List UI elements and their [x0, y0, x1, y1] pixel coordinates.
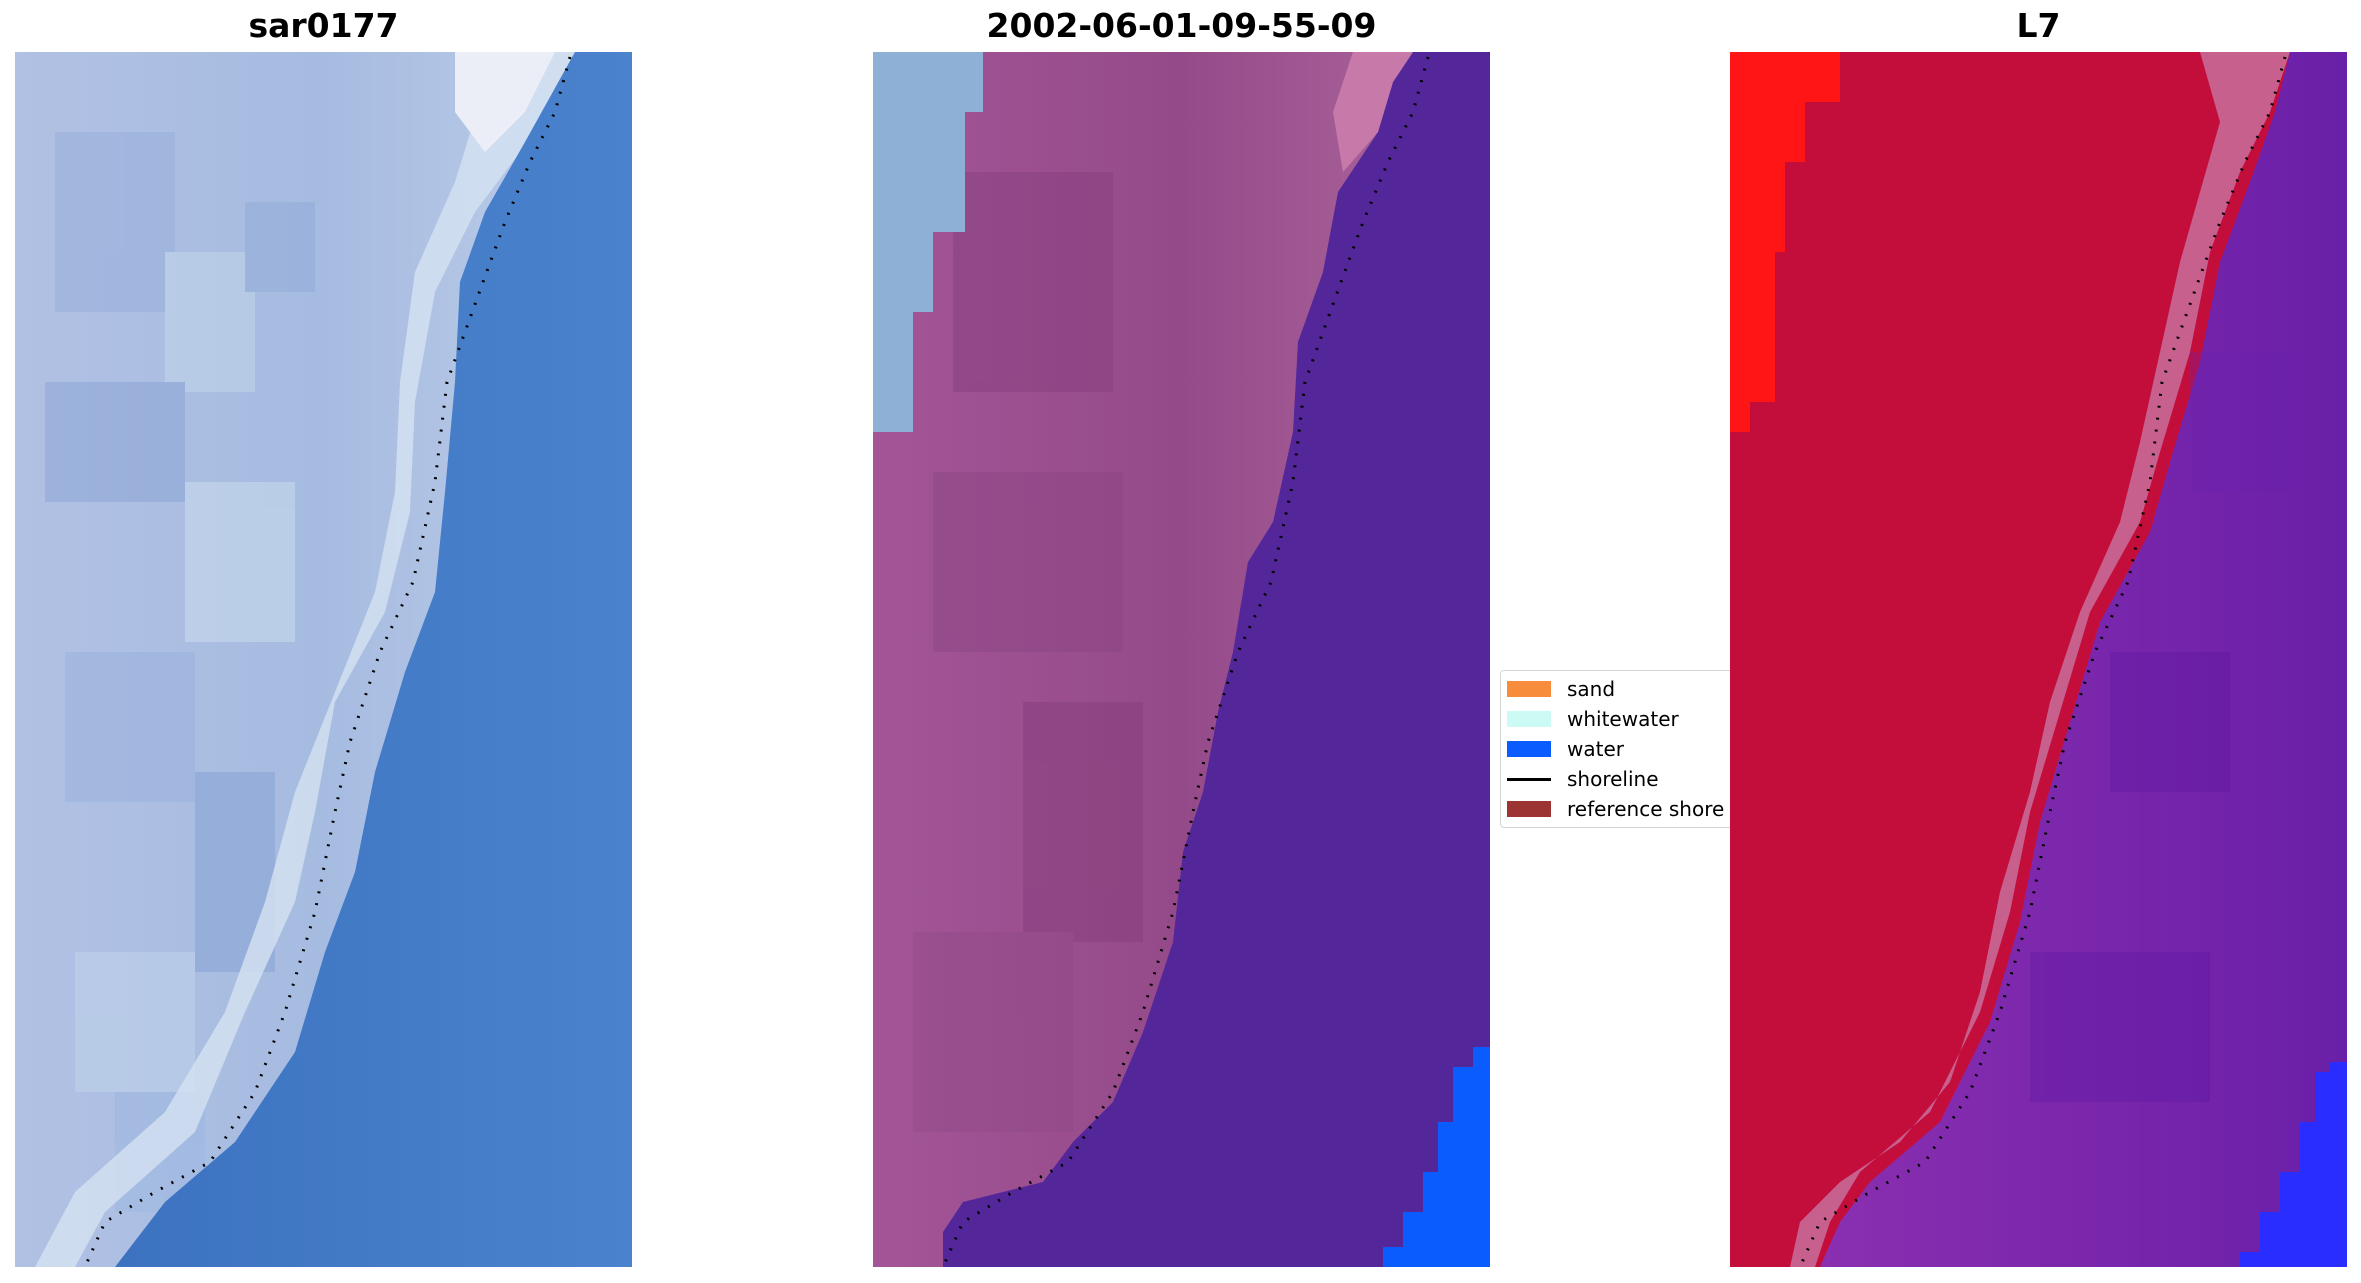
legend-label: shoreline — [1567, 767, 1659, 791]
legend-label: reference shore — [1567, 797, 1725, 821]
light-class-area — [873, 52, 983, 432]
ocean-class-area — [943, 52, 1490, 1267]
legend-label: water — [1567, 737, 1624, 761]
legend-label: sand — [1567, 677, 1616, 701]
classified-image-panel — [873, 52, 1490, 1267]
legend-item-sand: sand — [1507, 677, 1741, 701]
sand-swatch — [1507, 681, 1551, 697]
index-image — [1730, 52, 2347, 1267]
panel-title-rgb: sar0177 — [248, 6, 399, 45]
water-swatch — [1507, 741, 1551, 757]
legend-item-shoreline: shoreline — [1507, 767, 1741, 791]
blue-class-area — [1383, 1047, 1490, 1267]
transition-band — [1790, 52, 2290, 1267]
bright-red-area — [1730, 52, 1840, 432]
whitewater-swatch — [1507, 711, 1551, 727]
legend-item-reference-shore: reference shore — [1507, 797, 1741, 821]
shoreline-line-swatch — [1507, 777, 1551, 781]
index-image-panel — [1730, 52, 2347, 1267]
ocean-index-area — [1820, 52, 2347, 1267]
rgb-image — [15, 52, 632, 1267]
classified-image — [873, 52, 1490, 1267]
legend-label: whitewater — [1567, 707, 1679, 731]
top-pink-strip — [1333, 52, 1413, 172]
panel-title-index: L7 — [2016, 6, 2061, 45]
reference-shore-swatch — [1507, 801, 1551, 817]
legend: sand whitewater water shoreline referenc… — [1500, 670, 1740, 828]
rgb-image-panel — [15, 52, 632, 1267]
legend-item-water: water — [1507, 737, 1741, 761]
panel-title-classified: 2002-06-01-09-55-09 — [986, 6, 1377, 45]
legend-item-whitewater: whitewater — [1507, 707, 1741, 731]
blue-index-area — [2240, 1062, 2347, 1267]
